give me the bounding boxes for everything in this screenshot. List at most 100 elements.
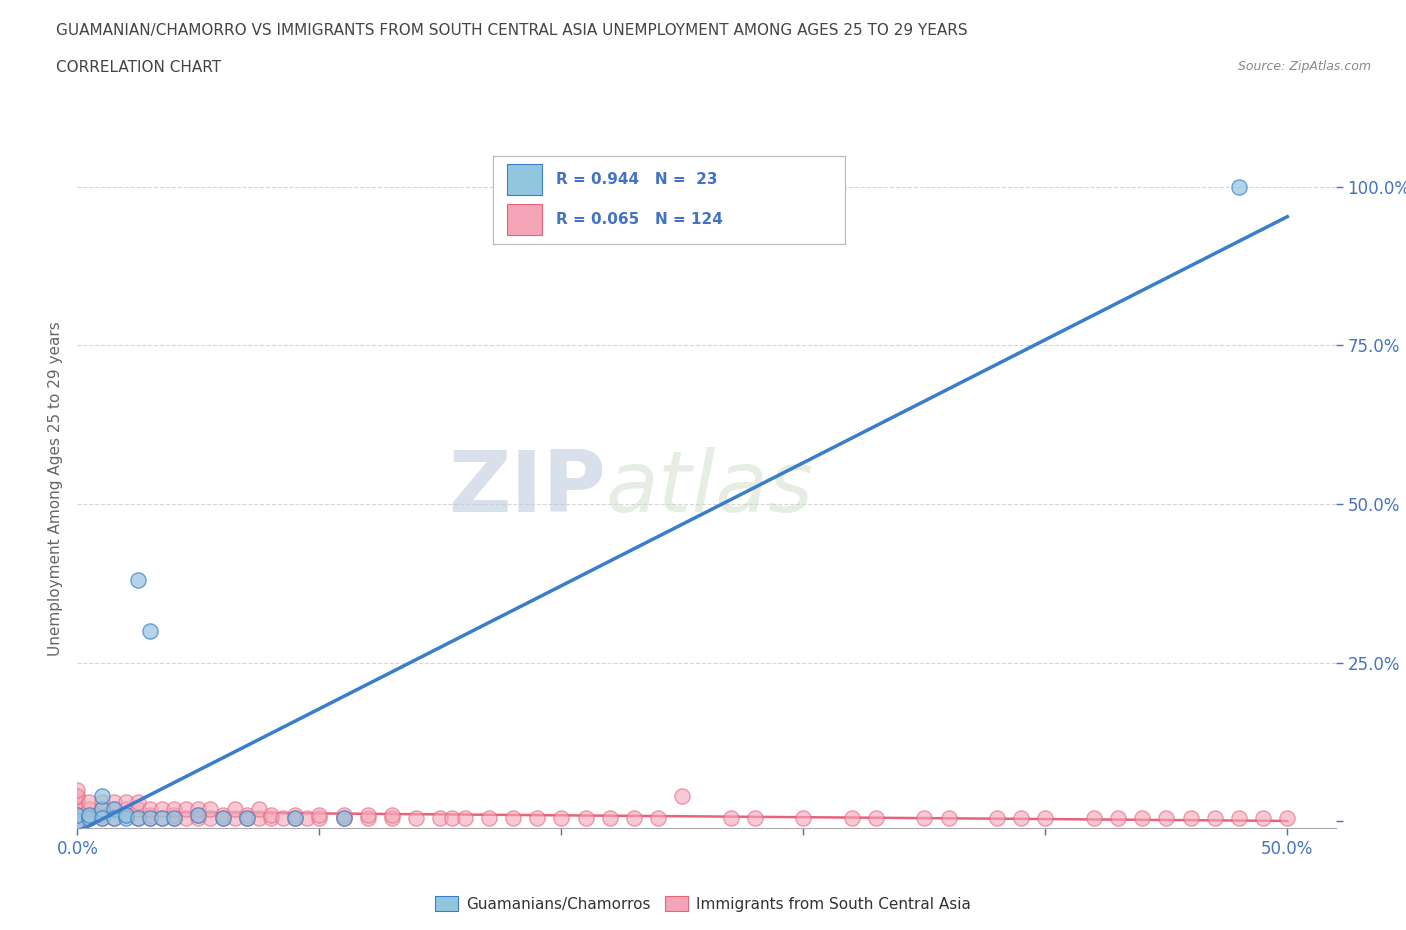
Point [103, 811, 125, 826]
Point [66, 802, 89, 817]
Point [127, 573, 149, 588]
Point [792, 811, 814, 826]
Point [79, 795, 101, 810]
Point [200, 811, 222, 826]
Point [247, 811, 270, 826]
Point [90, 807, 112, 822]
Point [174, 811, 197, 826]
Point [235, 811, 257, 826]
Point [139, 811, 162, 826]
Point [357, 807, 380, 822]
Point [308, 807, 330, 822]
Point [66, 814, 89, 829]
Point [381, 807, 404, 822]
Point [271, 811, 294, 826]
Point [224, 802, 246, 817]
Text: atlas: atlas [606, 446, 814, 530]
Point [284, 811, 307, 826]
Text: GUAMANIAN/CHAMORRO VS IMMIGRANTS FROM SOUTH CENTRAL ASIA UNEMPLOYMENT AMONG AGES: GUAMANIAN/CHAMORRO VS IMMIGRANTS FROM SO… [56, 23, 967, 38]
Point [574, 811, 596, 826]
Point [187, 807, 209, 822]
Point [550, 811, 572, 826]
Point [127, 811, 149, 826]
Point [79, 807, 101, 822]
Point [1204, 811, 1226, 826]
Point [1277, 811, 1299, 826]
Point [103, 802, 125, 817]
Point [502, 811, 524, 826]
Point [103, 795, 125, 810]
Point [139, 811, 162, 826]
Point [1107, 811, 1129, 826]
Point [66, 795, 89, 810]
Point [66, 789, 89, 804]
Point [139, 624, 162, 639]
Point [163, 802, 186, 817]
Point [66, 789, 89, 804]
Point [429, 811, 451, 826]
Text: Source: ZipAtlas.com: Source: ZipAtlas.com [1237, 60, 1371, 73]
Point [211, 811, 233, 826]
Point [647, 811, 669, 826]
Point [478, 811, 501, 826]
Point [127, 795, 149, 810]
Point [841, 811, 863, 826]
Point [90, 795, 112, 810]
Point [66, 811, 89, 826]
Y-axis label: Unemployment Among Ages 25 to 29 years: Unemployment Among Ages 25 to 29 years [48, 321, 63, 656]
Point [90, 789, 112, 804]
Point [1227, 811, 1250, 826]
Point [66, 795, 89, 810]
Point [332, 807, 354, 822]
Point [211, 811, 233, 826]
Point [150, 811, 173, 826]
Point [79, 811, 101, 826]
Point [986, 811, 1008, 826]
Point [66, 802, 89, 817]
Point [357, 811, 380, 826]
Point [720, 811, 742, 826]
Point [90, 811, 112, 826]
Point [103, 811, 125, 826]
Point [260, 811, 283, 826]
Point [187, 802, 209, 817]
Point [381, 811, 404, 826]
Point [1033, 811, 1056, 826]
Point [79, 802, 101, 817]
Text: CORRELATION CHART: CORRELATION CHART [56, 60, 221, 75]
Point [284, 807, 307, 822]
Point [284, 811, 307, 826]
Legend: Guamanians/Chamorros, Immigrants from South Central Asia: Guamanians/Chamorros, Immigrants from So… [429, 889, 977, 918]
Point [127, 811, 149, 826]
Point [187, 811, 209, 826]
Point [66, 807, 89, 822]
Point [114, 811, 136, 826]
Point [66, 782, 89, 797]
Point [297, 811, 319, 826]
Point [1251, 811, 1274, 826]
Point [526, 811, 548, 826]
Point [308, 811, 330, 826]
Point [103, 802, 125, 817]
Point [235, 811, 257, 826]
Text: ZIP: ZIP [449, 446, 606, 530]
Point [211, 807, 233, 822]
Point [235, 807, 257, 822]
Point [90, 811, 112, 826]
Point [453, 811, 475, 826]
Point [174, 802, 197, 817]
Point [247, 802, 270, 817]
Point [1180, 811, 1202, 826]
Point [163, 811, 186, 826]
Point [1010, 811, 1032, 826]
Point [623, 811, 645, 826]
Point [441, 811, 464, 826]
Point [139, 802, 162, 817]
Point [114, 807, 136, 822]
Point [332, 811, 354, 826]
Point [332, 811, 354, 826]
Point [187, 807, 209, 822]
Point [200, 802, 222, 817]
Point [938, 811, 960, 826]
Point [671, 789, 693, 804]
